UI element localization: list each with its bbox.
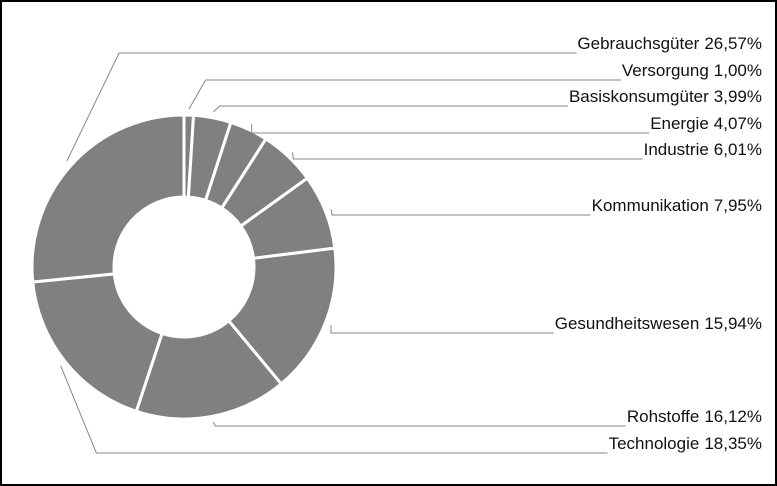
slice-label: Gebrauchsgüter 26,57% (577, 34, 762, 53)
category-name: Technologie (609, 434, 700, 453)
slice-label: Industrie 6,01% (644, 140, 762, 159)
slice-label: Energie 4,07% (650, 114, 762, 133)
leader-line (292, 152, 643, 160)
leader-line (330, 209, 591, 216)
category-name: Rohstoffe (627, 407, 699, 426)
leader-line (60, 365, 608, 454)
leader-line (66, 52, 577, 162)
category-name: Versorgung (622, 61, 709, 80)
category-name: Kommunikation (592, 196, 709, 215)
value-label: 3,99% (714, 87, 762, 106)
donut-slice (31, 272, 164, 414)
slice-label: Versorgung 1,00% (622, 61, 762, 80)
leader-line (213, 105, 568, 113)
leader-line (188, 79, 621, 110)
value-label: 7,95% (714, 196, 762, 215)
category-name: Basiskonsumgüter (569, 87, 709, 106)
slice-label: Rohstoffe 16,12% (627, 407, 762, 426)
slice-label: Gesundheitswesen 15,94% (555, 314, 762, 333)
slice-label: Basiskonsumgüter 3,99% (569, 87, 762, 106)
value-label: 26,57% (704, 34, 762, 53)
value-label: 15,94% (704, 314, 762, 333)
leader-line (250, 124, 650, 134)
category-name: Gebrauchsgüter (577, 34, 699, 53)
value-label: 1,00% (714, 61, 762, 80)
value-label: 4,07% (714, 114, 762, 133)
leader-line (330, 325, 554, 334)
category-name: Industrie (644, 140, 709, 159)
category-name: Energie (650, 114, 709, 133)
slice-label: Technologie 18,35% (609, 434, 762, 453)
leader-line (212, 422, 626, 427)
value-label: 18,35% (704, 434, 762, 453)
value-label: 6,01% (714, 140, 762, 159)
slice-label: Kommunikation 7,95% (592, 196, 762, 215)
category-name: Gesundheitswesen (555, 314, 700, 333)
value-label: 16,12% (704, 407, 762, 426)
donut-slice (30, 113, 186, 284)
